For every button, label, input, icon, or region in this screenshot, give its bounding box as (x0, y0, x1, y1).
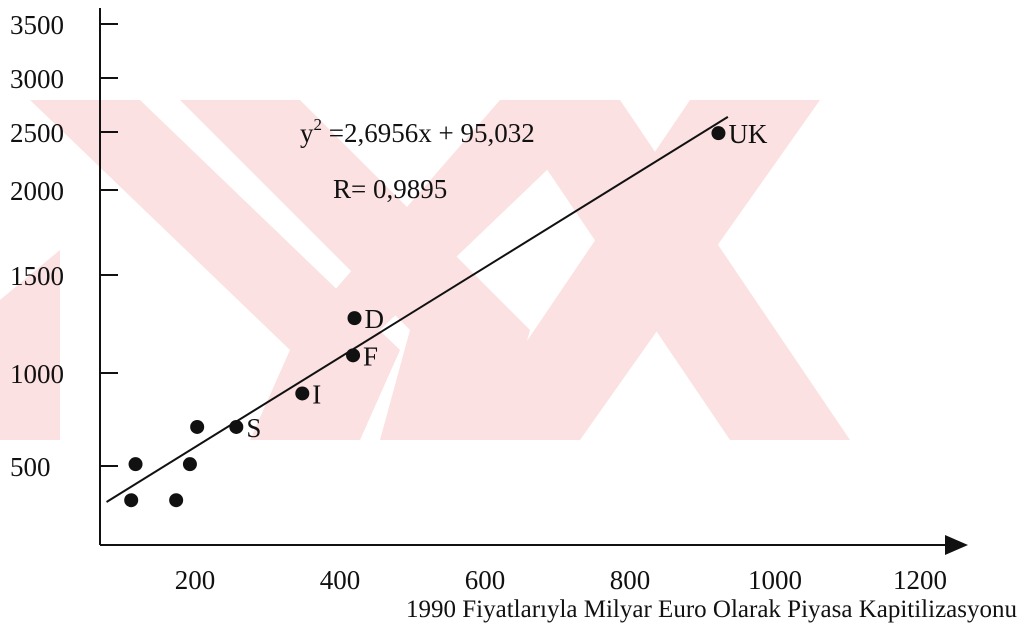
y-tick-label: 2000 (10, 176, 64, 206)
y-tick-label: 500 (10, 452, 51, 482)
data-point (346, 348, 361, 363)
data-point (711, 126, 726, 141)
y-tick-label: 3500 (10, 10, 64, 40)
data-point (347, 311, 362, 326)
data-point (182, 457, 197, 472)
trendline (106, 116, 729, 503)
data-point-label: UK (728, 119, 767, 149)
data-point (229, 419, 244, 434)
y-tick-label: 2500 (10, 118, 64, 148)
data-point-label: F (363, 341, 378, 371)
r-value-annotation: R= 0,9895 (333, 174, 447, 204)
data-point (295, 386, 310, 401)
y-tick-label: 1000 (10, 359, 64, 389)
data-point (124, 493, 139, 508)
data-point (190, 419, 205, 434)
x-tick-label: 1200 (893, 565, 947, 595)
data-point (169, 493, 184, 508)
x-tick-label: 400 (320, 565, 361, 595)
x-tick-label: 200 (175, 565, 216, 595)
watermark-logo (0, 100, 850, 440)
data-point-label: I (312, 379, 321, 409)
data-point (128, 457, 143, 472)
x-axis-label: 1990 Fiyatlarıyla Milyar Euro Olarak Piy… (406, 596, 1017, 623)
x-axis-arrowhead (945, 535, 968, 555)
y-tick-label: 1500 (10, 261, 64, 291)
x-tick-label: 600 (465, 565, 506, 595)
data-point-label: D (365, 304, 385, 334)
x-tick-label: 800 (610, 565, 651, 595)
equation-annotation: y2 =2,6956x + 95,032 (300, 115, 535, 148)
x-tick-label: 1000 (748, 565, 802, 595)
y-tick-label: 3000 (10, 64, 64, 94)
data-point-label: S (246, 413, 261, 443)
